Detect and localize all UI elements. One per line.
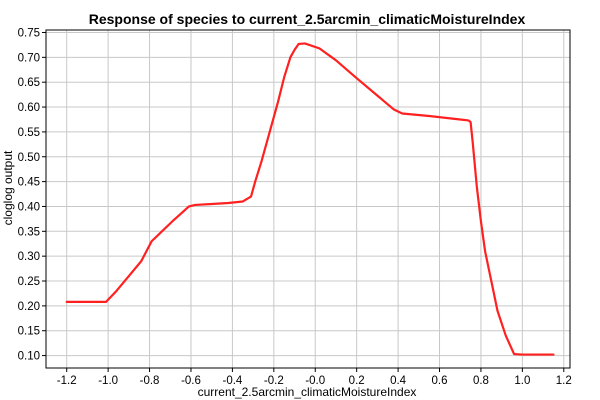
x-axis-label: current_2.5arcmin_climaticMoistureIndex bbox=[198, 385, 417, 399]
y-tick-label: 0.10 bbox=[18, 351, 40, 363]
x-axis: -1.2 -1.0 -0.8 -0.6 -0.4 -0.2 -0.0 0.2 0.4 0.6 0.8… bbox=[57, 368, 572, 387]
y-tick-label: 0.30 bbox=[18, 251, 40, 263]
x-tick-label: 0.8 bbox=[473, 375, 489, 387]
y-axis: 0.10 0.15 0.20 0.25 0.30 0.35 0.40 0.45 0.50 0.55… bbox=[18, 27, 46, 363]
grid bbox=[46, 30, 570, 368]
x-tick-label: 0.6 bbox=[432, 375, 448, 387]
y-tick-label: 0.50 bbox=[18, 152, 40, 164]
y-tick-label: 0.35 bbox=[18, 226, 40, 238]
x-tick-label: -0.2 bbox=[264, 375, 284, 387]
y-tick-label: 0.70 bbox=[18, 52, 40, 64]
x-tick-label: -0.8 bbox=[140, 375, 160, 387]
y-tick-label: 0.15 bbox=[18, 326, 40, 338]
x-tick-label: 0.2 bbox=[349, 375, 365, 387]
x-tick-label: 0.4 bbox=[390, 375, 407, 387]
x-tick-label: -1.0 bbox=[98, 375, 118, 387]
x-tick-label: -0.6 bbox=[181, 375, 201, 387]
y-axis-label: cloglog output bbox=[1, 150, 15, 225]
y-tick-label: 0.40 bbox=[18, 201, 40, 213]
y-tick-label: 0.75 bbox=[18, 27, 40, 39]
plot-frame bbox=[45, 29, 571, 369]
series-layer bbox=[65, 42, 555, 356]
y-tick-label: 0.25 bbox=[18, 276, 40, 288]
y-tick-label: 0.60 bbox=[18, 102, 40, 114]
x-tick-label: -0.4 bbox=[222, 375, 242, 387]
x-tick-label: -1.2 bbox=[57, 375, 77, 387]
y-tick-label: 0.45 bbox=[18, 177, 40, 189]
x-tick-label: -0.0 bbox=[305, 375, 325, 387]
y-tick-label: 0.65 bbox=[18, 77, 40, 89]
series-line-0 bbox=[65, 42, 555, 356]
x-tick-label: 1.0 bbox=[514, 375, 530, 387]
x-tick-label: 1.2 bbox=[556, 375, 572, 387]
y-tick-label: 0.55 bbox=[18, 127, 40, 139]
chart-title: Response of species to current_2.5arcmin… bbox=[89, 11, 526, 27]
y-tick-label: 0.20 bbox=[18, 301, 40, 313]
